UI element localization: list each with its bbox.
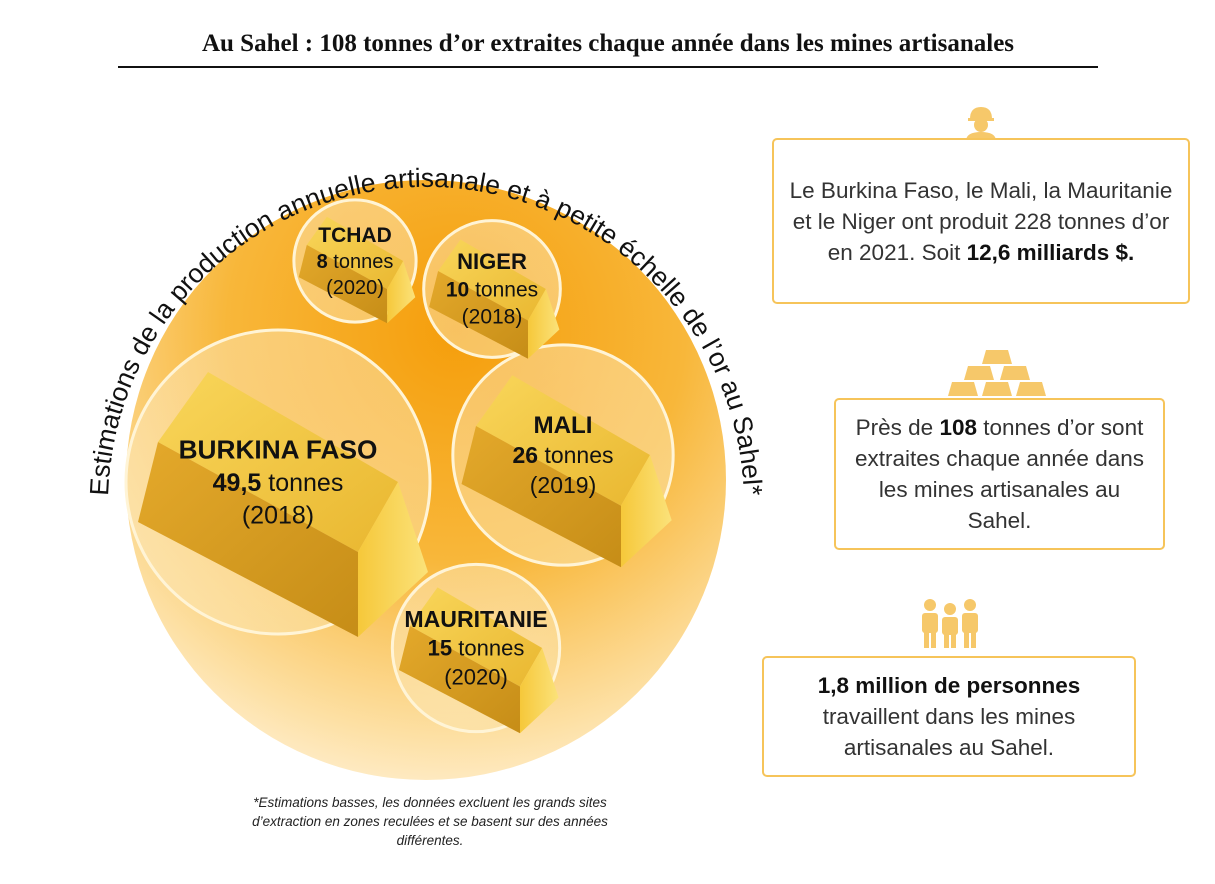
bubble-year: (2020) [444, 664, 508, 689]
bubble-value: 26 tonnes [512, 442, 613, 468]
gold-bar-icon [138, 372, 428, 637]
bubble-niger: NIGER 10 tonnes (2018) [422, 219, 562, 359]
bubble-year: (2018) [242, 501, 314, 529]
miner-icon [966, 107, 996, 141]
bubble-tchad: TCHAD 8 tonnes (2020) [292, 198, 418, 324]
fact-workers: 1,8 million de personnes travaillent dan… [762, 656, 1136, 777]
gold-bar-icon [398, 587, 559, 734]
bubble-burkina-faso: BURKINA FASO 49,5 tonnes (2018) [124, 328, 432, 637]
fact-annual-extraction: Près de 108 tonnes d’or sont extraites c… [834, 398, 1165, 550]
bubble-value: 8 tonnes [317, 251, 394, 273]
bubble-year: (2018) [462, 306, 523, 329]
gold-bar-icon [298, 216, 416, 324]
bubble-year: (2020) [326, 277, 384, 299]
bubble-value: 15 tonnes [428, 636, 525, 661]
fact-production-2021: Le Burkina Faso, le Mali, la Mauritanie … [772, 138, 1190, 304]
bubble-label: BURKINA FASO [179, 434, 378, 464]
footnote: *Estimations basses, les données excluen… [252, 795, 608, 848]
gold-bar-icon [461, 375, 672, 568]
bubble-value: 49,5 tonnes [213, 469, 344, 497]
gold-bars-icon [948, 350, 1046, 396]
people-icon [922, 599, 978, 648]
bubble-mali: MALI 26 tonnes (2019) [451, 343, 675, 568]
bubble-label: TCHAD [318, 224, 392, 247]
bubble-label: NIGER [457, 249, 527, 274]
page-title: Au Sahel : 108 tonnes d’or extraites cha… [118, 30, 1098, 68]
bubble-value: 10 tonnes [446, 278, 538, 301]
gold-bar-icon [429, 239, 560, 359]
bubble-mauritanie: MAURITANIE 15 tonnes (2020) [390, 562, 562, 734]
bubble-label: MALI [534, 412, 593, 439]
bubble-year: (2019) [530, 472, 596, 498]
bubble-label: MAURITANIE [404, 606, 547, 632]
